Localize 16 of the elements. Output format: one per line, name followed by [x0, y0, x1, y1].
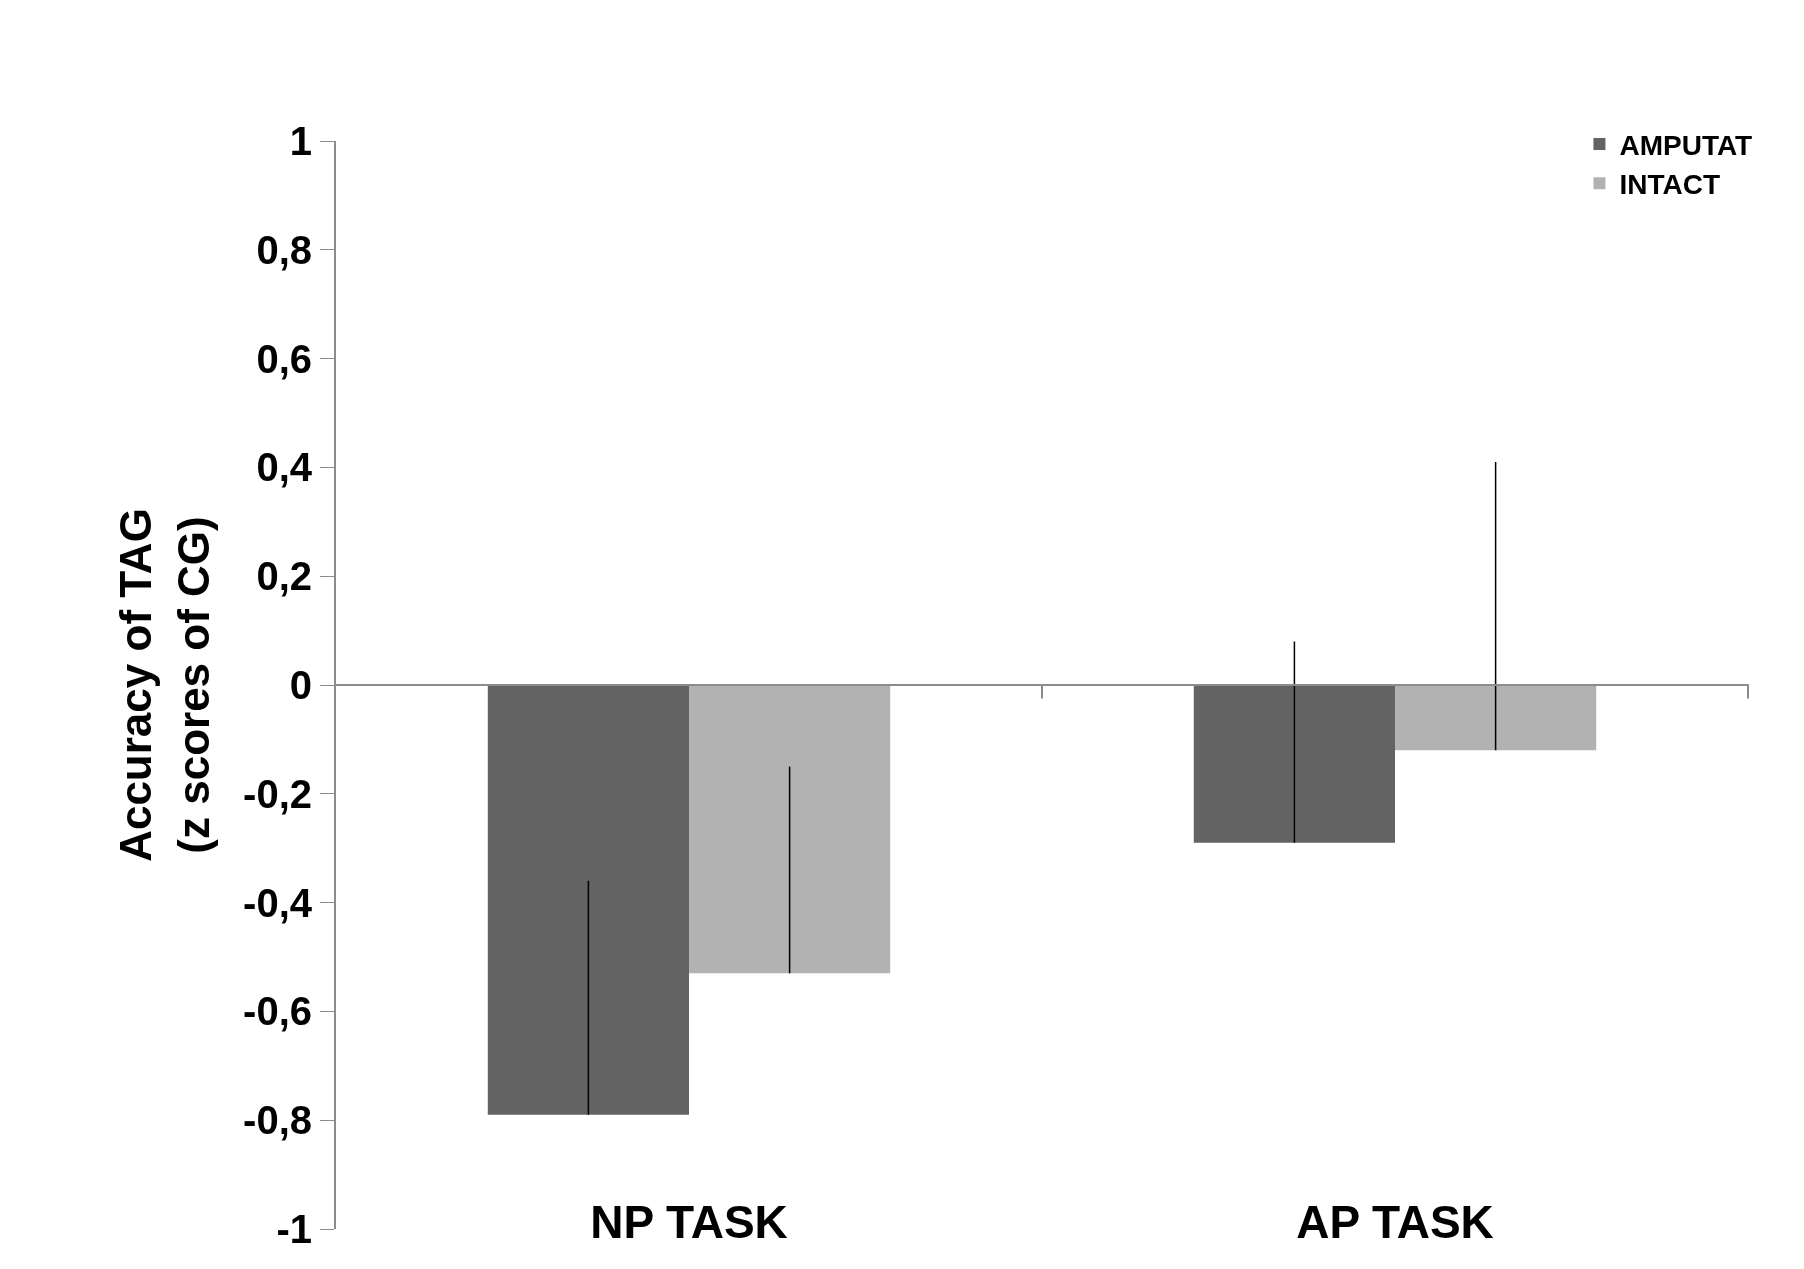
- legend-label: AMPUTAT: [1619, 129, 1753, 161]
- y-tick-label: -0,4: [243, 880, 313, 925]
- y-tick-label: 0,8: [256, 227, 312, 272]
- y-tick-label: 0,4: [256, 445, 313, 490]
- y-tick-label: -0,2: [243, 771, 312, 816]
- x-tick-label: NP TASK: [590, 1195, 788, 1248]
- y-tick-label: -0,6: [243, 989, 312, 1034]
- legend-label: INTACT: [1619, 169, 1721, 201]
- y-axis-title: Accuracy of TAG (z scores of CG): [111, 508, 218, 862]
- y-tick-label: -1: [276, 1207, 312, 1251]
- y-tick-label: -0,8: [243, 1098, 312, 1143]
- y-tick-label: 0,6: [256, 336, 312, 381]
- y-tick-label: 0,2: [256, 554, 312, 599]
- y-tick-label: 1: [289, 119, 312, 163]
- y-tick-label: 0: [289, 663, 312, 707]
- x-tick-label: AP TASK: [1296, 1195, 1494, 1248]
